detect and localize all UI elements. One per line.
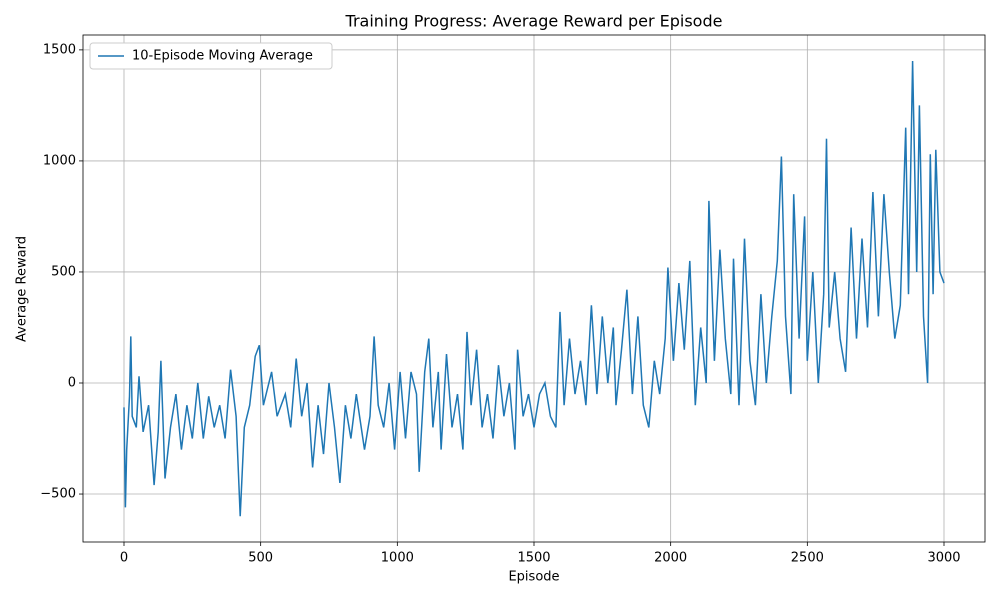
x-axis-label: Episode: [508, 570, 559, 585]
x-tick-label: 2000: [654, 551, 687, 566]
x-tick-label: 2500: [791, 551, 824, 566]
plot-frame: [82, 34, 986, 543]
x-tick-label: 1500: [517, 551, 550, 566]
legend-label: 10-Episode Moving Average: [132, 49, 313, 64]
y-tick-label: 1500: [43, 42, 76, 57]
y-tick-label: 500: [51, 264, 76, 279]
line-series: [123, 60, 945, 517]
x-tick-label: 3000: [927, 551, 960, 566]
chart-title: Training Progress: Average Reward per Ep…: [345, 12, 723, 31]
legend-box: [89, 42, 333, 70]
x-tick-label: 500: [248, 551, 273, 566]
legend: 10-Episode Moving Average: [89, 42, 333, 70]
y-tick-label: −500: [40, 487, 76, 502]
x-tick-label: 1000: [381, 551, 414, 566]
y-axis-label: Average Reward: [15, 236, 30, 342]
y-tick-label: 0: [68, 375, 76, 390]
x-tick-label: 0: [120, 551, 128, 566]
y-tick-label: 1000: [43, 153, 76, 168]
